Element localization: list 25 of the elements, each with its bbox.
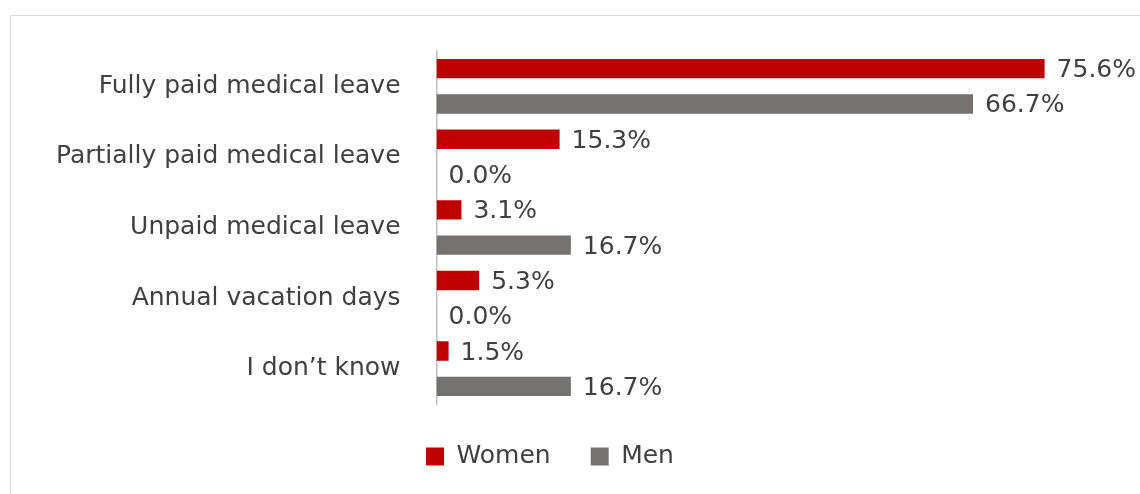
y-tick-label: Annual vacation days xyxy=(131,281,401,311)
bar xyxy=(436,58,1045,79)
y-tick-label: Unpaid medical leave xyxy=(130,211,401,240)
bar xyxy=(436,200,462,220)
data-label: 1.5% xyxy=(460,336,525,366)
y-tick-label: I don’t know xyxy=(246,352,401,382)
bar xyxy=(436,376,571,397)
y-tick-label: Partially paid medical leave xyxy=(56,140,401,170)
bar xyxy=(436,235,571,255)
bar xyxy=(436,341,449,361)
data-label: 15.3% xyxy=(571,124,652,154)
legend-label: Women xyxy=(456,440,551,469)
y-tick-label: Fully paid medical leave xyxy=(98,69,401,99)
bar xyxy=(436,94,974,114)
data-label: 16.7% xyxy=(582,230,663,260)
bar xyxy=(436,270,480,291)
bar xyxy=(436,129,560,149)
data-label: 66.7% xyxy=(985,89,1065,119)
data-label: 0.0% xyxy=(448,160,513,190)
data-label: 16.7% xyxy=(582,371,663,401)
data-label: 0.0% xyxy=(448,301,513,331)
legend-label: Men xyxy=(621,440,674,469)
data-label: 3.1% xyxy=(473,195,537,225)
data-label: 75.6% xyxy=(1056,54,1137,84)
data-label: 5.3% xyxy=(491,265,555,295)
